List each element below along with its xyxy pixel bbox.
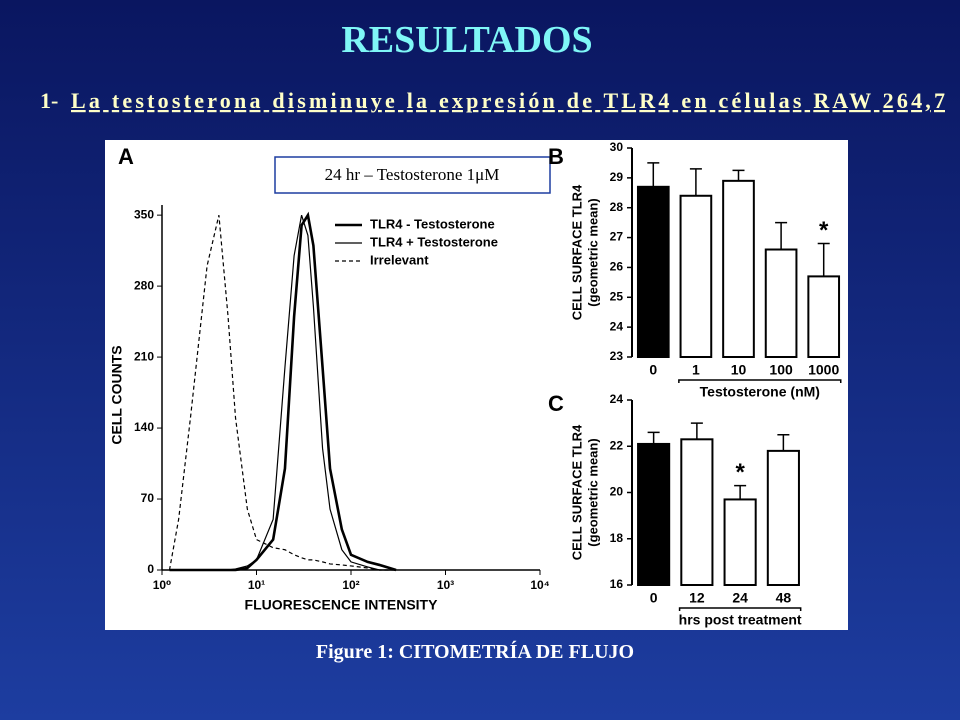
- x-tick-label: 24: [732, 590, 748, 606]
- group-bracket: [678, 607, 802, 611]
- x-tick-label: 10⁰: [153, 578, 172, 592]
- y-tick-label: 29: [610, 170, 624, 184]
- y-tick-label: 20: [610, 485, 624, 499]
- bar: [722, 179, 755, 358]
- bar: [766, 449, 800, 586]
- y-tick-label: 24: [610, 392, 624, 406]
- x-tick-label: 1: [692, 362, 700, 378]
- bar: [680, 438, 714, 586]
- x-tick-label: 0: [650, 590, 658, 606]
- x-tick-label: 10²: [342, 578, 359, 592]
- panel-letter: C: [548, 391, 564, 416]
- annotation: *: [735, 459, 745, 486]
- error-bar: [647, 162, 660, 187]
- y-tick-label: 70: [141, 491, 155, 505]
- bar: [679, 194, 713, 358]
- y-tick-label: 18: [610, 531, 624, 545]
- panel-letter: A: [118, 144, 134, 169]
- y-axis-title: (geometric mean): [585, 438, 600, 546]
- y-axis-title: (geometric mean): [585, 198, 600, 306]
- y-tick-label: 350: [134, 207, 154, 221]
- histogram-line: [169, 214, 397, 571]
- y-axis-title: CELL COUNTS: [109, 345, 125, 444]
- x-axis-title: hrs post treatment: [679, 612, 802, 628]
- panel-letter: B: [548, 144, 564, 169]
- x-tick-label: 100: [769, 362, 793, 378]
- error-bar: [777, 433, 790, 451]
- y-tick-label: 28: [610, 200, 624, 214]
- legend-label: TLR4 + Testosterone: [370, 234, 498, 249]
- x-tick-label: 48: [776, 590, 792, 606]
- error-bar: [690, 422, 703, 440]
- inset-box: [274, 156, 551, 194]
- x-tick-label: 0: [649, 362, 657, 378]
- histogram-line: [168, 215, 397, 571]
- subtitle: La testosterona disminuye la expresión d…: [71, 88, 945, 113]
- inset-label: 24 hr – Testosterone 1μM: [325, 165, 500, 184]
- y-axis-title: CELL SURFACE TLR4: [569, 184, 584, 320]
- annotation: *: [819, 217, 829, 244]
- group-bracket: [678, 379, 842, 383]
- x-tick-label: 12: [689, 590, 705, 606]
- y-tick-label: 26: [610, 260, 624, 274]
- bar: [723, 498, 757, 586]
- error-bar: [775, 221, 788, 250]
- y-tick-label: 23: [610, 349, 624, 363]
- x-tick-label: 10⁴: [530, 578, 549, 592]
- caption: Figure 1: CITOMETRÍA DE FLUJO: [316, 640, 634, 663]
- y-tick-label: 30: [610, 140, 624, 154]
- y-tick-label: 16: [610, 577, 624, 591]
- error-bar: [689, 168, 702, 196]
- bar: [807, 275, 841, 358]
- legend-label: TLR4 - Testosterone: [370, 216, 495, 231]
- x-tick-label: 1000: [808, 362, 839, 378]
- x-tick-label: 10³: [437, 578, 454, 592]
- x-tick-label: 10: [731, 362, 747, 378]
- error-bar: [647, 431, 660, 444]
- y-tick-label: 22: [610, 438, 624, 452]
- x-axis-title: FLUORESCENCE INTENSITY: [245, 597, 439, 613]
- x-axis-title: Testosterone (nM): [700, 384, 820, 400]
- error-bar: [732, 169, 745, 181]
- y-tick-label: 0: [147, 562, 154, 576]
- y-tick-label: 140: [134, 420, 154, 434]
- error-bar: [734, 484, 747, 500]
- y-tick-label: 280: [134, 278, 154, 292]
- y-tick-label: 24: [610, 319, 624, 333]
- legend-label: Irrelevant: [370, 252, 429, 267]
- bar: [637, 442, 671, 586]
- bar: [636, 185, 670, 358]
- y-axis-title: CELL SURFACE TLR4: [569, 424, 584, 560]
- y-tick-label: 25: [610, 289, 624, 303]
- subtitle-number: 1-: [40, 88, 58, 113]
- error-bar: [817, 242, 830, 277]
- slide-title: RESULTADOS: [341, 19, 592, 61]
- y-tick-label: 210: [134, 349, 154, 363]
- x-tick-label: 10¹: [248, 578, 265, 592]
- y-tick-label: 27: [610, 230, 624, 244]
- bar: [764, 248, 798, 358]
